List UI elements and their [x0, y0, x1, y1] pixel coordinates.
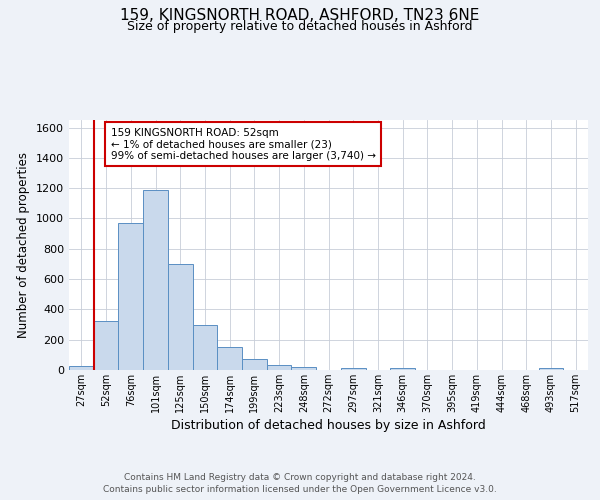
Text: Contains public sector information licensed under the Open Government Licence v3: Contains public sector information licen…	[103, 485, 497, 494]
Bar	[143, 190, 168, 370]
Bar	[242, 360, 267, 370]
Text: 159, KINGSNORTH ROAD, ASHFORD, TN23 6NE: 159, KINGSNORTH ROAD, ASHFORD, TN23 6NE	[121, 8, 479, 22]
Bar	[193, 324, 217, 370]
Bar	[217, 346, 242, 370]
X-axis label: Distribution of detached houses by size in Ashford: Distribution of detached houses by size …	[171, 419, 486, 432]
Text: 159 KINGSNORTH ROAD: 52sqm
← 1% of detached houses are smaller (23)
99% of semi-: 159 KINGSNORTH ROAD: 52sqm ← 1% of detac…	[110, 128, 376, 160]
Bar	[539, 368, 563, 370]
Bar	[118, 223, 143, 370]
Text: Contains HM Land Registry data © Crown copyright and database right 2024.: Contains HM Land Registry data © Crown c…	[124, 472, 476, 482]
Y-axis label: Number of detached properties: Number of detached properties	[17, 152, 31, 338]
Bar	[69, 366, 94, 370]
Bar	[267, 366, 292, 370]
Bar	[168, 264, 193, 370]
Bar	[390, 368, 415, 370]
Bar	[94, 321, 118, 370]
Text: Size of property relative to detached houses in Ashford: Size of property relative to detached ho…	[127, 20, 473, 33]
Bar	[292, 367, 316, 370]
Bar	[341, 368, 365, 370]
